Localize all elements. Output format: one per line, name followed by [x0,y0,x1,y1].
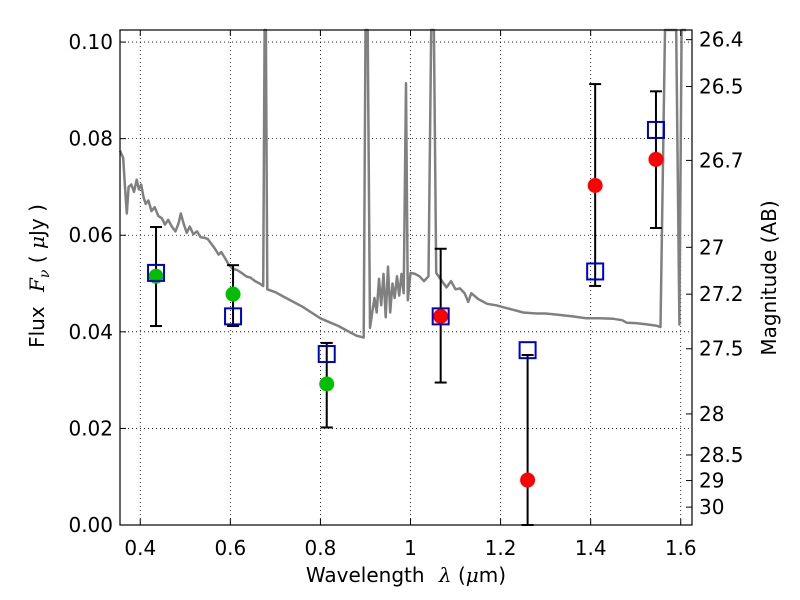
x-label-unit-mu: μ [466,563,479,587]
y-tick-label: 0.02 [68,416,113,440]
y-label-unit-open: ( [25,249,49,270]
data-point-square [518,341,537,360]
x-tick-label: 1.2 [485,536,517,560]
y2-tick-label: 30 [699,495,724,519]
data-point-circle [225,286,241,302]
y-label-prefix: Flux [25,306,49,348]
y-label-subscript: ν [37,269,53,278]
plot-frame [119,29,693,526]
data-point-square [317,345,336,364]
y-tick-label: 0.06 [68,223,113,247]
y-tick-label: 0.00 [68,513,113,537]
y2-tick-label: 27.5 [699,337,744,361]
y-label-symbol: F [25,277,49,293]
x-axis-label: Wavelength λ (μm) [306,563,506,587]
x-tick-label: 1.4 [575,536,607,560]
data-point-circle [587,178,603,194]
data-point-square [431,307,450,326]
data-point-square [586,262,605,281]
data-point-square [224,307,243,326]
y-tick-label: 0.08 [68,127,113,151]
y2-tick-label: 27.2 [699,282,744,306]
data-point-circle [648,151,664,167]
y2-tick-label: 28.5 [699,443,744,467]
x-tick-label: 0.4 [124,536,156,560]
x-label-prefix: Wavelength [306,563,425,587]
y2-tick-label: 29 [699,469,724,493]
x-tick-label: 0.6 [214,536,246,560]
ticks: 0.4 0.6 0.8 1 1.2 1.4 1.6 0.00 0.02 0.04 0.06 0.08 0… [68,28,743,560]
x-label-symbol: λ [438,563,452,587]
y2-tick-label: 26.7 [699,148,744,172]
x-label-unit-open: ( [452,563,466,587]
y-tick-label: 0.10 [68,30,113,54]
data-point-circle [319,376,335,392]
data-point-square [646,120,665,139]
y2-tick-label: 26.4 [699,28,744,52]
y-label-unit-rest: Jy ) [25,204,49,238]
y-label-unit-mu: μ [25,236,49,249]
y2-tick-label: 26.5 [699,75,744,99]
y2-tick-label: 27 [699,235,724,259]
secondary-y-axis-label: Magnitude (AB) [757,200,781,355]
x-tick-label: 1.6 [665,536,697,560]
y2-tick-label: 28 [699,402,724,426]
markers [147,120,665,488]
data-point-circle [433,308,449,324]
data-point-square [147,263,166,282]
x-tick-label: 1 [404,536,417,560]
x-tick-label: 0.8 [305,536,337,560]
data-point-circle [520,472,536,488]
y-tick-label: 0.04 [68,320,113,344]
y-axis-label: Flux Fν ( μJy ) [25,204,53,348]
x-label-unit-rest: m) [479,563,506,587]
errorbars [150,83,662,526]
